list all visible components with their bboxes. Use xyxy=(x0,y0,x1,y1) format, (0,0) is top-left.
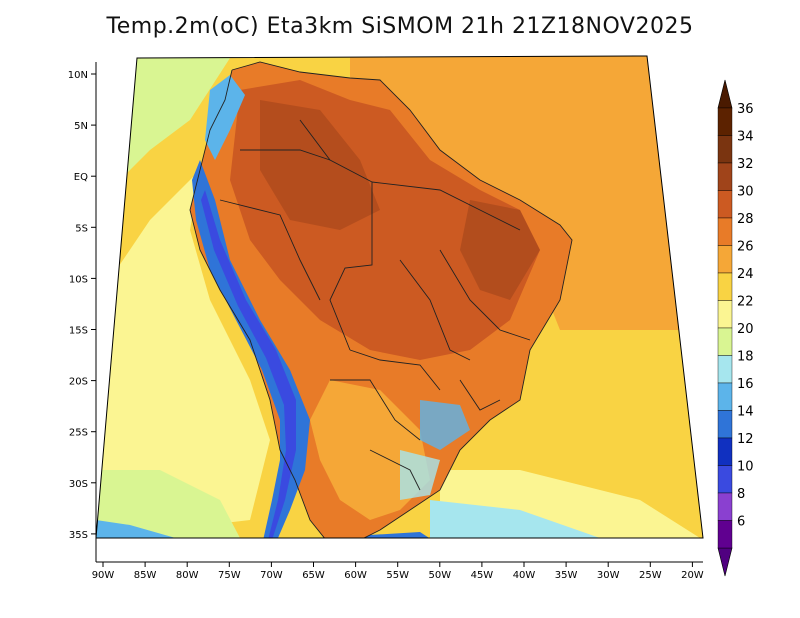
lat-tick-label: EQ xyxy=(74,172,88,183)
lat-tick-label: 35S xyxy=(69,530,88,541)
colorbar-label: 32 xyxy=(737,157,754,172)
colorbar-label: 12 xyxy=(737,432,754,447)
lon-tick-label: 30W xyxy=(597,570,620,581)
map-frame xyxy=(95,55,704,539)
lat-tick-label: 15S xyxy=(69,326,88,337)
colorbar-swatch xyxy=(717,217,733,246)
colorbar-swatch xyxy=(717,190,733,219)
lon-tick-label: 85W xyxy=(134,570,157,581)
lon-tick-label: 65W xyxy=(302,570,325,581)
colorbar-label: 28 xyxy=(737,212,754,227)
colorbar-swatch xyxy=(717,437,733,466)
colorbar-label: 10 xyxy=(737,460,754,475)
colorbar-label: 8 xyxy=(737,487,745,502)
lat-tick-label: 25S xyxy=(69,428,88,439)
colorbar-label: 30 xyxy=(737,185,754,200)
colorbar-top-arrow xyxy=(717,79,733,109)
colorbar-label: 18 xyxy=(737,350,754,365)
lat-tick-label: 20S xyxy=(69,377,88,388)
lon-tick-label: 50W xyxy=(428,570,451,581)
colorbar-swatch xyxy=(717,135,733,164)
colorbar: 36 34 32 30 28 26 24 22 20 18 16 14 12 10 8 6 xyxy=(717,79,754,577)
colorbar-swatch xyxy=(717,245,733,274)
colorbar-label: 24 xyxy=(737,267,754,282)
lon-tick-label: 60W xyxy=(344,570,367,581)
lon-tick-label: 35W xyxy=(555,570,578,581)
lon-tick-label: 20W xyxy=(681,570,704,581)
latitude-ticks: 10N 5N EQ 5S 10S 15S 20S 25S 30S 35S xyxy=(68,70,96,541)
ocean-south-polar xyxy=(96,520,200,538)
land-hottest-northeast xyxy=(460,200,540,300)
lon-tick-label: 40W xyxy=(513,570,536,581)
colorbar-swatch xyxy=(717,465,733,494)
ocean-tropical-north xyxy=(350,56,680,330)
temperature-field xyxy=(96,56,703,538)
colorbar-swatch xyxy=(717,492,733,521)
ocean-atlantic-south-cold xyxy=(430,500,600,538)
colorbar-label: 26 xyxy=(737,240,754,255)
lon-tick-label: 75W xyxy=(218,570,241,581)
colorbar-swatch xyxy=(717,327,733,356)
colorbar-label: 16 xyxy=(737,377,754,392)
land-southeast-cool xyxy=(420,400,470,450)
colorbar-swatch xyxy=(717,300,733,329)
colorbar-swatch xyxy=(717,382,733,411)
colorbar-bottom-arrow xyxy=(717,547,733,577)
colorbar-swatch xyxy=(717,272,733,301)
longitude-ticks: 90W 85W 80W 75W 70W 65W 60W 55W 50W 45W 40W 35W 30W 2… xyxy=(92,562,704,581)
lon-tick-label: 25W xyxy=(639,570,662,581)
ocean-pacific-cold xyxy=(96,470,240,538)
colorbar-label: 36 xyxy=(737,102,754,117)
lon-tick-label: 90W xyxy=(92,570,115,581)
lat-tick-label: 5S xyxy=(75,223,88,234)
andes-north-cool xyxy=(205,75,245,160)
lon-tick-label: 80W xyxy=(176,570,199,581)
ocean-pacific-cool xyxy=(96,170,270,538)
land-south-cool xyxy=(400,450,440,500)
lon-tick-label: 55W xyxy=(386,570,409,581)
lat-tick-label: 5N xyxy=(74,121,88,132)
colorbar-label: 34 xyxy=(737,130,754,145)
andes-coldest-band xyxy=(201,190,296,538)
lat-tick-label: 10N xyxy=(68,70,88,81)
lon-tick-label: 70W xyxy=(260,570,283,581)
ocean-far-south xyxy=(320,532,440,538)
country-borders xyxy=(189,61,573,538)
colorbar-swatch xyxy=(717,410,733,439)
lon-tick-label: 45W xyxy=(471,570,494,581)
colorbar-swatch xyxy=(717,355,733,384)
colorbar-swatch xyxy=(717,107,733,136)
colorbar-swatch xyxy=(717,520,733,549)
colorbar-label: 6 xyxy=(737,515,745,530)
colorbar-swatch xyxy=(717,162,733,191)
colorbar-label: 20 xyxy=(737,322,754,337)
colorbar-label: 14 xyxy=(737,405,754,420)
map-title: Temp.2m(oC) Eta3km SiSMOM 21h 21Z18NOV20… xyxy=(106,14,694,39)
lat-tick-label: 30S xyxy=(69,479,88,490)
lat-tick-label: 10S xyxy=(69,274,88,285)
ocean-pacific-north-cool xyxy=(120,58,230,180)
colorbar-label: 22 xyxy=(737,295,754,310)
land-hottest-amazon xyxy=(260,100,380,230)
